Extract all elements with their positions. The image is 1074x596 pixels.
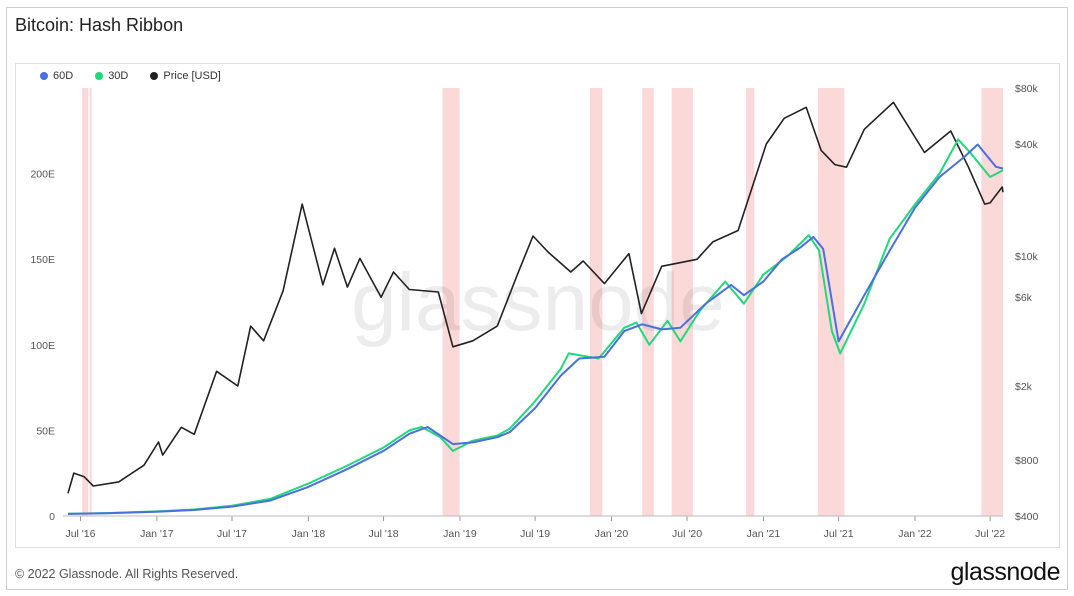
y-right-tick-label: $6k	[1015, 292, 1033, 304]
x-tick-label: Jul '18	[369, 528, 399, 540]
y-left-tick-label: 100E	[30, 340, 55, 352]
y-right-tick-label: $2k	[1015, 381, 1033, 393]
watermark-text: glassnode	[351, 257, 725, 348]
y-right-tick-label: $40k	[1015, 139, 1039, 151]
y-left-tick-label: 0	[49, 511, 55, 523]
legend-item-30d[interactable]: 30D	[95, 70, 128, 82]
x-tick-label: Jul '21	[824, 528, 854, 540]
y-right-tick-label: $80k	[1015, 83, 1039, 95]
legend: 60D 30D Price [USD]	[40, 70, 221, 82]
capitulation-band-2	[442, 88, 460, 516]
legend-label-price: Price [USD]	[163, 70, 221, 82]
copyright-text: © 2022 Glassnode. All Rights Reserved.	[15, 567, 239, 581]
capitulation-band-5	[671, 88, 693, 516]
x-tick-label: Jan '20	[595, 528, 629, 540]
capitulation-band-6	[745, 88, 755, 516]
legend-label-30d: 30D	[108, 70, 129, 82]
capitulation-band-0	[82, 88, 89, 516]
x-tick-label: Jul '22	[975, 528, 1005, 540]
x-tick-label: Jan '18	[292, 528, 326, 540]
legend-item-60d[interactable]: 60D	[40, 70, 73, 82]
legend-swatch-60d	[40, 72, 48, 80]
capitulation-band-1	[89, 88, 92, 516]
plot-area	[15, 63, 1060, 548]
legend-label-60d: 60D	[53, 70, 74, 82]
x-tick-label: Jan '19	[443, 528, 477, 540]
series-line-price	[67, 101, 1004, 494]
legend-swatch-30d	[95, 72, 104, 80]
chart-title: Bitcoin: Hash Ribbon	[15, 15, 184, 35]
y-left-tick-label: 200E	[30, 169, 55, 181]
y-left-tick-label: 150E	[30, 254, 55, 266]
x-tick-label: Jul '16	[65, 528, 95, 540]
x-tick-label: Jul '20	[672, 528, 702, 540]
legend-item-price[interactable]: Price [USD]	[150, 70, 221, 82]
x-tick-label: Jul '19	[520, 528, 550, 540]
x-tick-label: Jan '21	[747, 528, 781, 540]
series-line-60d	[67, 143, 1004, 515]
capitulation-band-4	[642, 88, 654, 516]
y-left-tick-label: 50E	[36, 425, 55, 437]
capitulation-band-3	[589, 88, 603, 516]
capitulation-band-8	[981, 88, 1003, 516]
x-tick-label: Jul '17	[217, 528, 247, 540]
y-right-tick-label: $10k	[1015, 251, 1039, 263]
x-tick-label: Jan '22	[898, 528, 932, 540]
x-tick-label: Jan '17	[140, 528, 174, 540]
glassnode-logo[interactable]: glassnode	[950, 558, 1061, 586]
y-right-tick-label: $400	[1015, 511, 1039, 523]
legend-swatch-price	[150, 72, 159, 80]
y-right-tick-label: $800	[1015, 455, 1039, 467]
series-line-30d	[67, 138, 1004, 515]
